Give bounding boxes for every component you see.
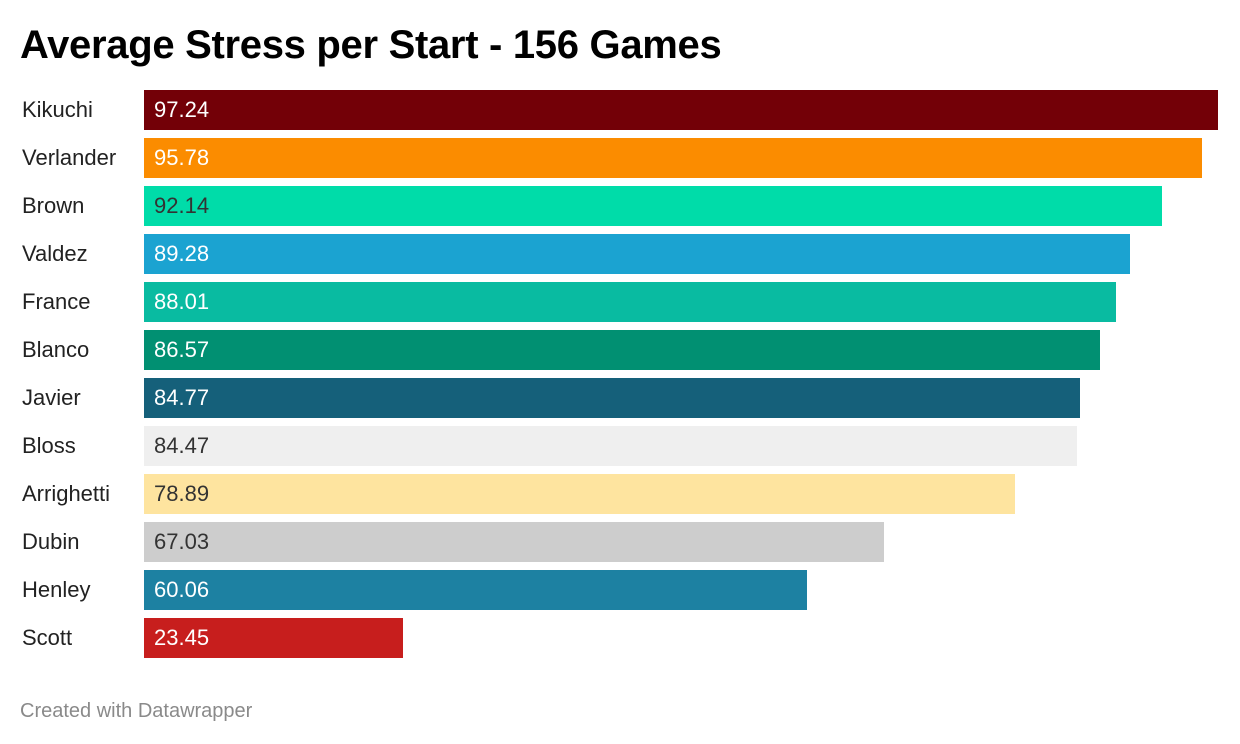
value-label-javier: 84.77 (154, 385, 210, 410)
category-label-dubin: Dubin (22, 529, 80, 554)
datawrapper-credit: Created with Datawrapper (20, 700, 253, 722)
bar-javier (144, 378, 1080, 418)
value-label-brown: 92.14 (154, 193, 210, 218)
chart-title: Average Stress per Start - 156 Games (20, 23, 722, 67)
value-label-dubin: 67.03 (154, 529, 210, 554)
category-label-javier: Javier (22, 385, 81, 410)
bar-dubin (144, 522, 884, 562)
category-label-verlander: Verlander (22, 145, 117, 170)
bar-valdez (144, 234, 1130, 274)
bar-kikuchi (144, 90, 1218, 130)
value-label-verlander: 95.78 (154, 145, 210, 170)
bar-verlander (144, 138, 1202, 178)
value-label-valdez: 89.28 (154, 241, 210, 266)
category-label-arrighetti: Arrighetti (22, 481, 111, 506)
category-label-bloss: Bloss (22, 433, 76, 458)
category-label-brown: Brown (22, 193, 85, 218)
value-label-scott: 23.45 (154, 625, 210, 650)
bar-bloss (144, 426, 1077, 466)
category-label-scott: Scott (22, 625, 73, 650)
bar-scott (144, 618, 403, 658)
bar-arrighetti (144, 474, 1015, 514)
bar-france (144, 282, 1116, 322)
bar-brown (144, 186, 1162, 226)
bar-henley (144, 570, 807, 610)
category-label-valdez: Valdez (22, 241, 88, 266)
bar-blanco (144, 330, 1100, 370)
category-label-kikuchi: Kikuchi (22, 97, 93, 122)
category-label-blanco: Blanco (22, 337, 90, 362)
value-label-bloss: 84.47 (154, 433, 210, 458)
value-label-arrighetti: 78.89 (154, 481, 210, 506)
category-label-henley: Henley (22, 577, 91, 602)
value-label-blanco: 86.57 (154, 337, 210, 362)
value-label-france: 88.01 (154, 289, 210, 314)
value-label-henley: 60.06 (154, 577, 210, 602)
value-label-kikuchi: 97.24 (154, 97, 210, 122)
category-label-france: France (22, 289, 91, 314)
